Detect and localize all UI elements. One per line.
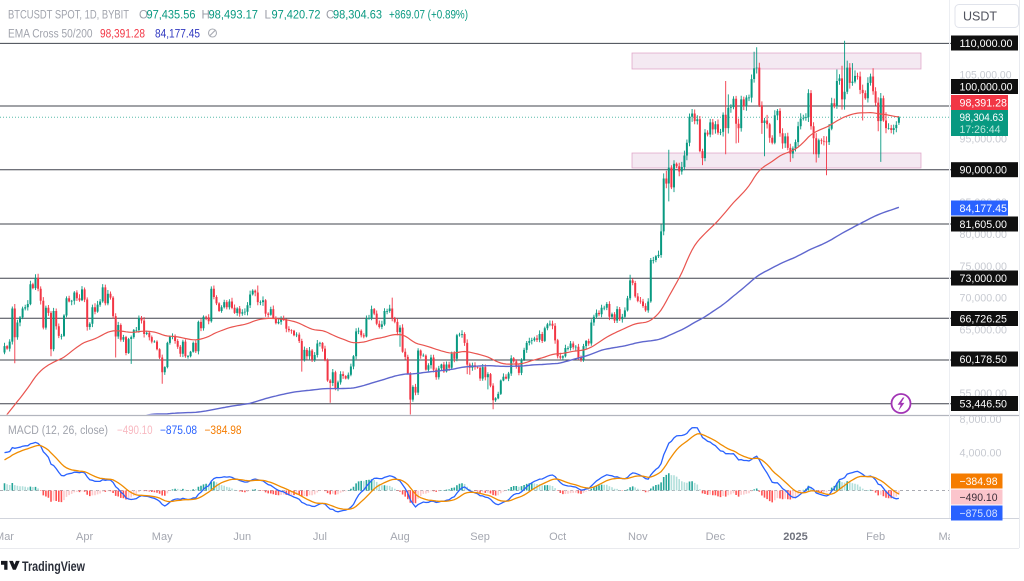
svg-text:84,177.45: 84,177.45 — [155, 29, 200, 41]
svg-text:H: H — [202, 10, 210, 22]
svg-text:53,446.50: 53,446.50 — [960, 399, 1008, 411]
svg-text:98,304.63: 98,304.63 — [333, 10, 382, 22]
svg-text:90,000.00: 90,000.00 — [960, 165, 1008, 177]
svg-text:66,726.25: 66,726.25 — [960, 314, 1008, 326]
svg-text:EMA Cross 50/200: EMA Cross 50/200 — [8, 29, 93, 41]
svg-text:97,420.72: 97,420.72 — [272, 10, 321, 22]
svg-text:Oct: Oct — [549, 531, 566, 543]
svg-text:May: May — [152, 531, 173, 543]
svg-text:60,178.50: 60,178.50 — [960, 354, 1008, 366]
svg-text:Mar: Mar — [0, 531, 14, 543]
svg-text:70,000.00: 70,000.00 — [960, 293, 1008, 305]
svg-text:−490.10: −490.10 — [960, 492, 998, 504]
svg-text:Sep: Sep — [470, 531, 490, 543]
svg-text:98,304.63: 98,304.63 — [960, 112, 1004, 124]
svg-text:Mar: Mar — [939, 531, 958, 543]
svg-text:80,000.00: 80,000.00 — [960, 229, 1008, 241]
svg-text:98,391.28: 98,391.28 — [100, 29, 145, 41]
svg-text:105,000.00: 105,000.00 — [960, 70, 1012, 82]
svg-text:−384.98: −384.98 — [960, 476, 998, 488]
svg-text:65,000.00: 65,000.00 — [960, 325, 1008, 337]
svg-text:C: C — [326, 10, 334, 22]
svg-text:−875.08: −875.08 — [960, 508, 998, 520]
svg-text:8,000.00: 8,000.00 — [960, 414, 1002, 426]
svg-text:BTCUSDT SPOT, 1D, BYBIT: BTCUSDT SPOT, 1D, BYBIT — [8, 10, 129, 22]
svg-text:Dec: Dec — [706, 531, 726, 543]
svg-text:110,000.00: 110,000.00 — [960, 38, 1013, 50]
svg-text:O: O — [139, 10, 148, 22]
svg-text:81,605.00: 81,605.00 — [960, 219, 1008, 231]
svg-text:−490.10: −490.10 — [117, 425, 153, 437]
svg-text:97,435.56: 97,435.56 — [147, 10, 196, 22]
svg-text:100,000.00: 100,000.00 — [960, 82, 1013, 94]
svg-text:Aug: Aug — [390, 531, 410, 543]
svg-text:98,493.17: 98,493.17 — [209, 10, 259, 22]
svg-text:Jul: Jul — [313, 531, 327, 543]
svg-text:Jun: Jun — [233, 531, 251, 543]
svg-text:98,391.28: 98,391.28 — [960, 98, 1008, 110]
svg-text:USDT: USDT — [963, 10, 997, 24]
svg-text:73,000.00: 73,000.00 — [960, 273, 1008, 285]
svg-text:−875.08: −875.08 — [160, 425, 197, 437]
svg-text:95,000.00: 95,000.00 — [960, 133, 1008, 145]
svg-text:17:26:44: 17:26:44 — [960, 124, 1001, 136]
svg-text:Apr: Apr — [76, 531, 93, 543]
svg-text:L: L — [265, 10, 272, 22]
svg-text:84,177.45: 84,177.45 — [960, 203, 1008, 215]
svg-text:Nov: Nov — [628, 531, 648, 543]
svg-text:Feb: Feb — [866, 531, 885, 543]
svg-text:4,000.00: 4,000.00 — [960, 448, 1002, 460]
svg-text:TradingView: TradingView — [22, 559, 85, 574]
svg-text:75,000.00: 75,000.00 — [960, 261, 1008, 273]
svg-text:+869.07 (+0.89%): +869.07 (+0.89%) — [389, 10, 468, 22]
svg-text:−384.98: −384.98 — [205, 425, 242, 437]
svg-text:MACD (12, 26, close): MACD (12, 26, close) — [8, 425, 108, 437]
svg-text:2025: 2025 — [783, 531, 807, 543]
